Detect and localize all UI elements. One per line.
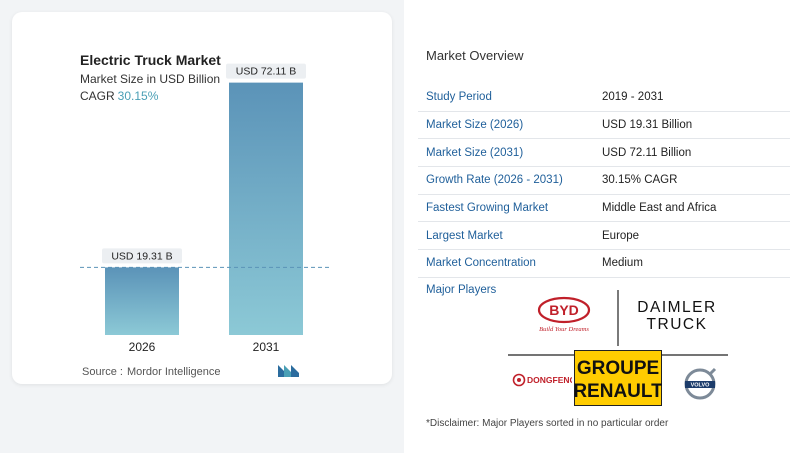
- overview-row: Market Concentration Medium: [418, 249, 790, 278]
- chart-subtitle: Market Size in USD Billion: [80, 72, 221, 86]
- overview-value: 30.15% CAGR: [594, 166, 790, 195]
- data-label-background: [226, 63, 306, 79]
- disclaimer: *Disclaimer: Major Players sorted in no …: [426, 418, 669, 429]
- renault-line2: RENAULT: [574, 381, 662, 402]
- overview-row: Market Size (2026) USD 19.31 Billion: [418, 111, 790, 140]
- chart-card: [12, 12, 392, 384]
- cagr-line: CAGR 30.15%: [80, 89, 158, 103]
- x-tick-label: 2031: [253, 340, 280, 354]
- bar-2031: [229, 82, 303, 336]
- overview-key: Study Period: [418, 84, 594, 112]
- chart-title: Electric Truck Market: [80, 52, 221, 68]
- dongfeng-logo-icon: DONGFENG: [512, 373, 572, 387]
- daimler-line1: DAIMLER: [637, 299, 716, 316]
- overview-title: Market Overview: [426, 48, 524, 63]
- volvo-logo-icon: VOLVO: [684, 367, 717, 400]
- dongfeng-logo-text: DONGFENG: [527, 375, 572, 385]
- mordor-logo-icon: [278, 365, 299, 377]
- overview-key: Fastest Growing Market: [418, 194, 594, 223]
- overview-row: Study Period 2019 - 2031: [418, 84, 790, 112]
- overview-value: USD 19.31 Billion: [594, 111, 790, 140]
- source-value: Mordor Intelligence: [126, 366, 221, 378]
- major-players-label: Major Players: [426, 284, 497, 296]
- daimler-truck-logo-icon: DAIMLER TRUCK: [637, 299, 716, 333]
- cagr-value: 30.15%: [117, 89, 159, 103]
- overview-table: Study Period 2019 - 2031 Market Size (2026…: [418, 84, 790, 278]
- overview-key: Growth Rate (2026 - 2031): [418, 166, 594, 195]
- overview-value: Europe: [594, 221, 790, 251]
- data-label: USD 72.11 B: [236, 66, 297, 78]
- overview-key: Market Size (2031): [418, 138, 594, 168]
- byd-logo-icon: BYD Build Your Dreams: [537, 296, 591, 333]
- overview-key: Market Size (2026): [418, 111, 594, 140]
- overview-key: Largest Market: [418, 221, 594, 251]
- byd-tagline: Build Your Dreams: [539, 326, 589, 333]
- cagr-label: CAGR: [80, 89, 115, 103]
- overview-value: USD 72.11 Billion: [594, 138, 790, 168]
- overview-value: Middle East and Africa: [594, 194, 790, 223]
- volvo-logo-text: VOLVO: [691, 383, 711, 389]
- overview-value: Medium: [594, 249, 790, 278]
- groupe-renault-logo-icon: GROUPE RENAULT: [574, 350, 662, 406]
- renault-line1: GROUPE: [577, 358, 659, 379]
- bar-2026: [105, 267, 179, 335]
- byd-logo-text: BYD: [549, 302, 579, 318]
- overview-row: Market Size (2031) USD 72.11 Billion: [418, 138, 790, 168]
- overview-row: Fastest Growing Market Middle East and Af…: [418, 194, 790, 223]
- source-label: Source :: [82, 366, 123, 378]
- source-note: Source : Mordor Intelligence: [82, 366, 221, 378]
- daimler-line2: TRUCK: [647, 316, 708, 333]
- bar-chart: USD 19.31 B 2026 USD 72.11 B 2031: [80, 63, 330, 354]
- data-label-background: [102, 248, 182, 264]
- overview-row: Largest Market Europe: [418, 221, 790, 251]
- overview-row: Growth Rate (2026 - 2031) 30.15% CAGR: [418, 166, 790, 195]
- data-label: USD 19.31 B: [111, 250, 172, 262]
- x-tick-label: 2026: [129, 340, 156, 354]
- overview-value: 2019 - 2031: [594, 84, 790, 112]
- overview-key: Market Concentration: [418, 249, 594, 278]
